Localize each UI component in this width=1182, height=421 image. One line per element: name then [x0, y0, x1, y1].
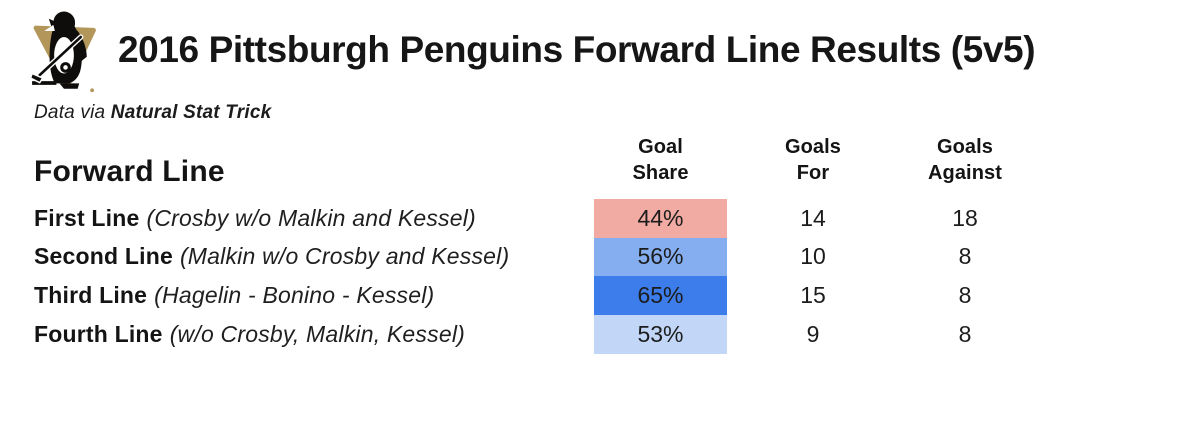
goals-for-cell: 9: [806, 320, 820, 347]
goals-for-cell: 15: [800, 282, 826, 309]
column-header-goals-for: Goals For: [784, 135, 842, 184]
goal-share-cell: 65%: [594, 276, 727, 315]
line-name: Third Line: [34, 282, 148, 309]
goal-share-cell: 53%: [594, 315, 727, 354]
line-detail: (Hagelin - Bonino - Kessel): [154, 282, 435, 309]
table-row-fourth-line-label: Fourth Line (w/o Crosby, Malkin, Kessel): [34, 315, 594, 354]
line-name: Second Line: [34, 243, 173, 270]
table-row-first-line-label: First Line (Crosby w/o Malkin and Kessel…: [34, 199, 594, 238]
table-row-second-line-label: Second Line (Malkin w/o Crosby and Kesse…: [34, 238, 594, 277]
goal-share-cell: 44%: [594, 198, 727, 238]
goals-against-cell: 8: [958, 282, 972, 309]
line-name: Fourth Line: [34, 320, 163, 347]
data-source-name: Natural Stat Trick: [110, 102, 272, 123]
goals-against-cell: 8: [958, 320, 972, 347]
goal-share-cell: 56%: [594, 237, 727, 277]
column-header-forward-line: Forward Line: [34, 154, 225, 188]
pittsburgh-penguins-logo-icon: [26, 8, 102, 98]
line-detail: (w/o Crosby, Malkin, Kessel): [169, 320, 465, 347]
data-source-prefix: Data via: [34, 102, 111, 123]
data-source-note: Data via Natural Stat Trick: [34, 102, 1182, 124]
page-title: 2016 Pittsburgh Penguins Forward Line Re…: [118, 28, 1036, 70]
line-detail: (Crosby w/o Malkin and Kessel): [146, 204, 476, 231]
goals-for-cell: 14: [800, 204, 826, 231]
line-name: First Line: [34, 204, 140, 231]
forward-line-table: Forward Line Goal Share Goals For Goals …: [34, 136, 1182, 354]
column-header-goal-share: Goal Share: [632, 135, 689, 184]
line-detail: (Malkin w/o Crosby and Kessel): [179, 243, 510, 270]
goals-against-cell: 8: [958, 243, 972, 270]
header: 2016 Pittsburgh Penguins Forward Line Re…: [0, 0, 1182, 98]
column-header-goals-against: Goals Against: [927, 135, 1003, 184]
goals-for-cell: 10: [800, 243, 826, 270]
table-row-third-line-label: Third Line (Hagelin - Bonino - Kessel): [34, 276, 594, 315]
goals-against-cell: 18: [952, 204, 978, 231]
